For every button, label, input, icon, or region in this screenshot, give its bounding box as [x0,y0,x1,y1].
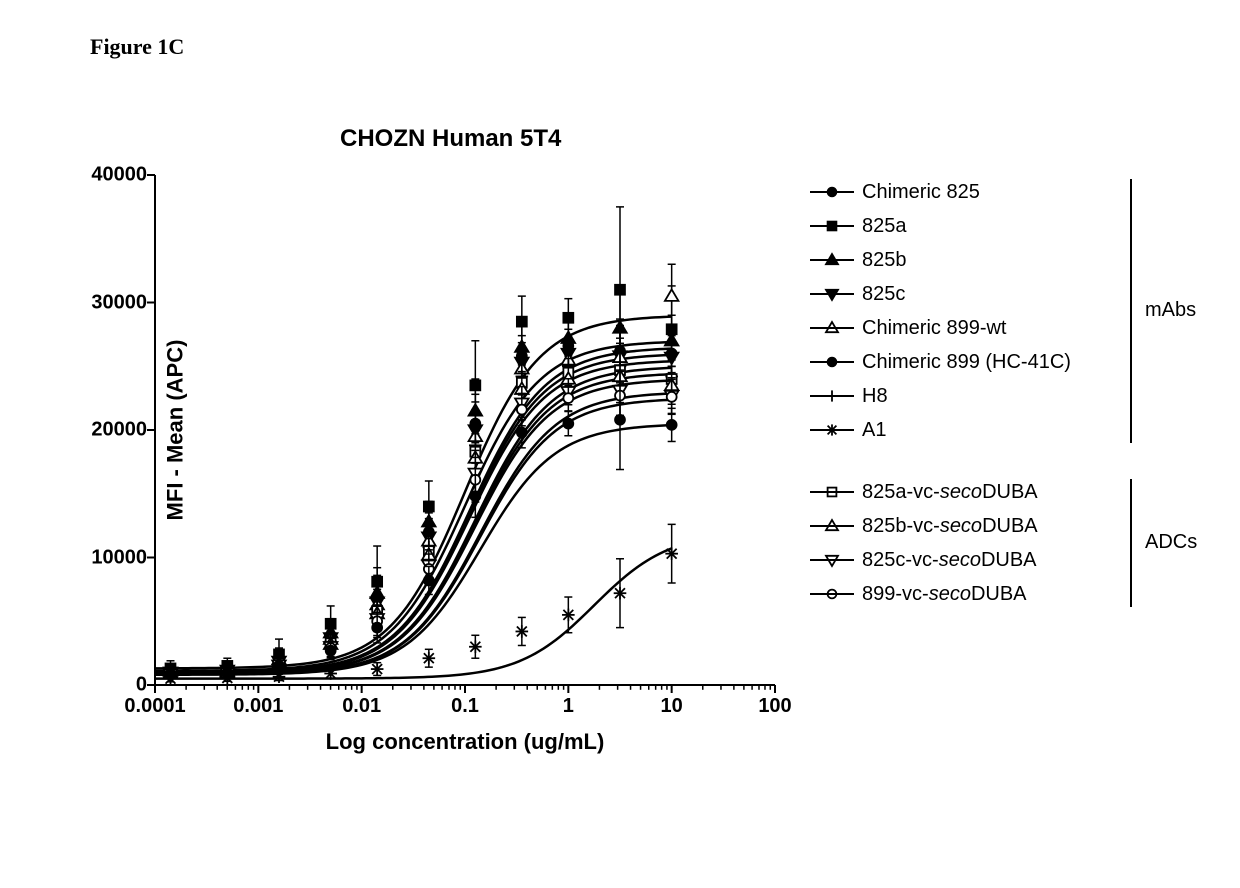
series-825c-vc-secoDUBA [155,366,678,681]
legend-item: Chimeric 825 [810,175,1071,209]
y-axis-label: MFI - Mean (APC) [162,340,188,521]
legend-group-bracket [1130,479,1132,607]
legend-label: Chimeric 899 (HC-41C) [862,351,1071,374]
x-tick-label: 10 [661,685,683,718]
x-axis-label: Log concentration (ug/mL) [326,729,605,755]
legend-item: A1 [810,413,1071,447]
legend-label: H8 [862,385,888,408]
series-825c [155,325,678,679]
figure-label: Figure 1C [90,34,184,60]
series-Chimeric 899-wt [155,264,678,677]
series-825a [155,207,677,676]
legend-label: 825b-vc-secoDUBA [862,515,1038,538]
series-825b [155,290,678,676]
legend-label: 825c-vc-secoDUBA [862,549,1037,572]
legend-marker-icon [810,386,854,406]
legend-item: Chimeric 899 (HC-41C) [810,345,1071,379]
legend-label: Chimeric 825 [862,181,980,204]
figure-page: Figure 1C CHOZN Human 5T4 MFI - Mean (AP… [0,0,1240,888]
legend-item: 825c-vc-secoDUBA [810,543,1071,577]
legend-item: 825c [810,277,1071,311]
x-tick-label: 0.0001 [124,685,185,718]
legend-marker-icon [810,216,854,236]
legend-label: 825c [862,283,905,306]
legend-label: Chimeric 899-wt [862,317,1006,340]
series-899-vc-secoDUBA [155,371,677,679]
legend: Chimeric 825 825a 825b 825c Chimeric 899-wt C… [810,175,1071,611]
legend-item: 825a [810,209,1071,243]
y-tick-label: 40000 [91,164,155,187]
legend-label: 825a [862,215,907,238]
y-tick-label: 30000 [91,291,155,314]
series-825a-vc-secoDUBA [155,343,677,678]
x-tick-label: 1 [563,685,574,718]
x-tick-label: 0.001 [233,685,283,718]
legend-item: 825b [810,243,1071,277]
legend-group-bracket [1130,179,1132,443]
y-tick-label: 10000 [91,546,155,569]
legend-label: A1 [862,419,886,442]
chart-plot-area: MFI - Mean (APC) Log concentration (ug/m… [155,175,775,685]
chart-title: CHOZN Human 5T4 [340,125,561,153]
legend-label: 825a-vc-secoDUBA [862,481,1038,504]
x-tick-label: 0.01 [342,685,381,718]
series-A1 [155,524,678,685]
legend-label: 899-vc-secoDUBA [862,583,1027,606]
legend-marker-icon [810,182,854,202]
legend-item: Chimeric 899-wt [810,311,1071,345]
x-tick-label: 100 [758,685,791,718]
legend-item: 825b-vc-secoDUBA [810,509,1071,543]
legend-group-label: ADCs [1145,531,1197,554]
legend-item: 825a-vc-secoDUBA [810,475,1071,509]
legend-marker-icon [810,420,854,440]
legend-label: 825b [862,249,907,272]
y-tick-label: 20000 [91,419,155,442]
x-tick-label: 0.1 [451,685,479,718]
legend-group-label: mAbs [1145,299,1196,322]
legend-marker-icon [810,482,854,502]
legend-item: H8 [810,379,1071,413]
legend-marker-icon [810,584,854,604]
legend-marker-icon [810,550,854,570]
legend-marker-icon [810,318,854,338]
legend-marker-icon [810,284,854,304]
legend-marker-icon [810,250,854,270]
chart-svg [155,175,775,685]
legend-item: 899-vc-secoDUBA [810,577,1071,611]
legend-marker-icon [810,352,854,372]
legend-marker-icon [810,516,854,536]
